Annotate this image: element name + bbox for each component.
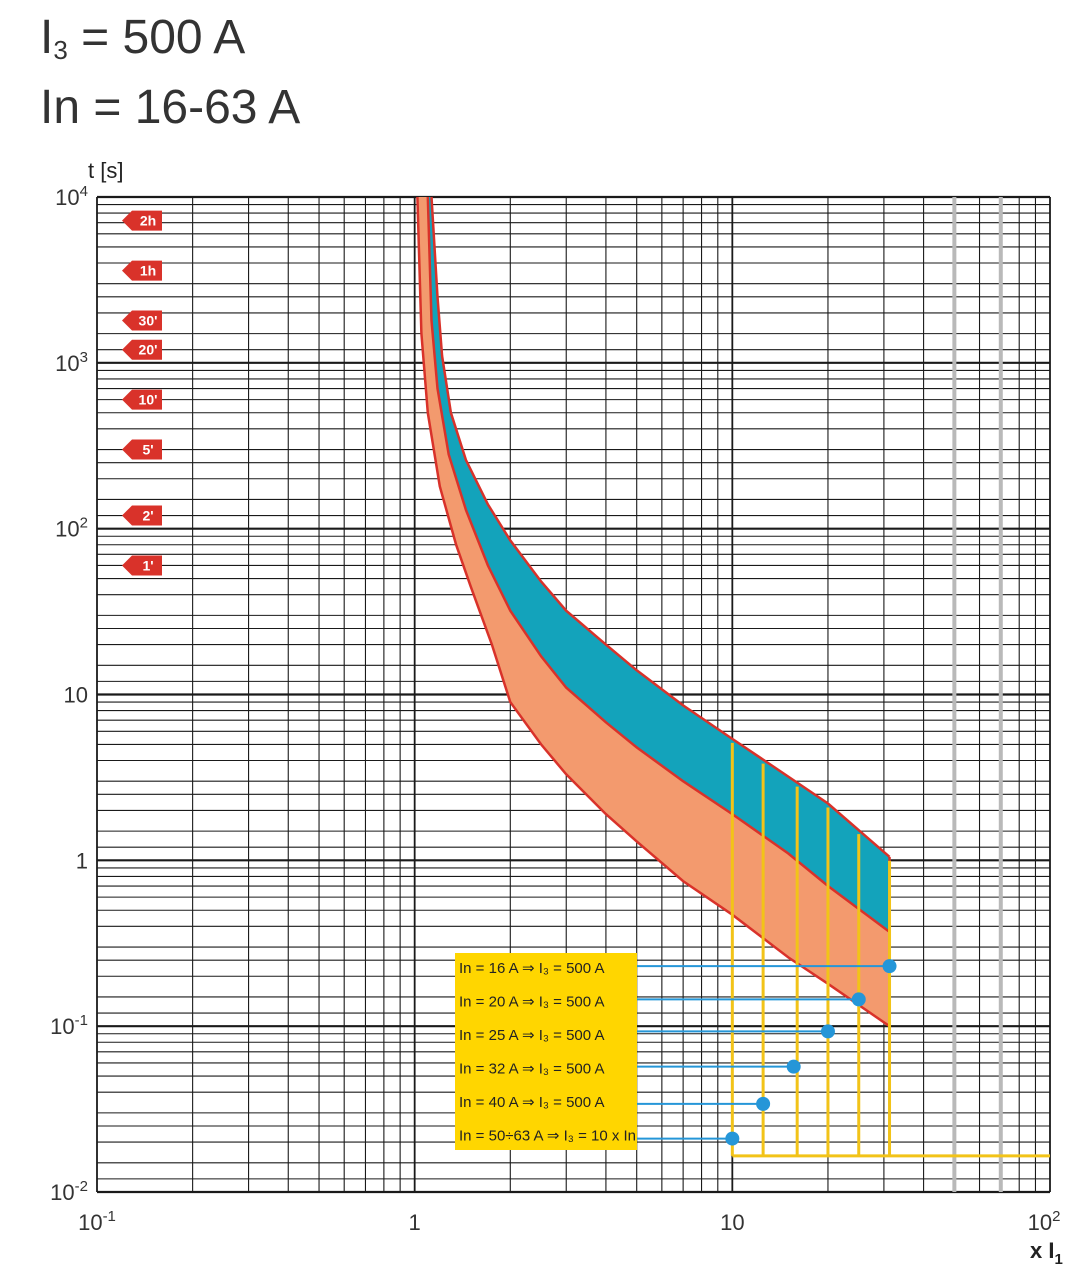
y-tick-label: 10-1 — [50, 1012, 88, 1039]
time-marker-label: 10' — [139, 392, 158, 408]
legend-marker-dot — [786, 1059, 801, 1074]
time-marker-arrow — [122, 505, 162, 526]
heading-i3-sub: 3 — [53, 35, 68, 65]
time-marker-label: 1' — [142, 557, 153, 573]
legend-marker-dot — [820, 1024, 835, 1039]
legend-label: In = 25 A ⇒ I₃ = 500 A — [459, 1027, 604, 1044]
x-tick-label: 1 — [409, 1210, 421, 1235]
legend-marker-dot — [756, 1096, 771, 1111]
y-tick-label: 10-2 — [50, 1178, 88, 1205]
y-tick-label: 102 — [55, 515, 88, 542]
time-marker-arrow — [122, 310, 162, 331]
series-line-middle-edge — [426, 196, 891, 933]
time-marker-arrow — [122, 339, 162, 360]
time-marker-label: 2h — [140, 213, 156, 229]
series-line-hot-edge — [430, 196, 891, 858]
series-line-cold-edge — [416, 196, 891, 1028]
time-marker-arrow — [122, 389, 162, 410]
yellow-lines — [730, 742, 1050, 1158]
time-marker-arrow — [122, 555, 162, 576]
band-upper-area — [427, 197, 890, 932]
time-marker-label: 1h — [140, 263, 156, 279]
legend-label: In = 40 A ⇒ I₃ = 500 A — [459, 1094, 604, 1111]
legend-label: In = 32 A ⇒ I₃ = 500 A — [459, 1061, 604, 1078]
legend-label: In = 20 A ⇒ I₃ = 500 A — [459, 994, 604, 1011]
x-tick-label: 10 — [720, 1210, 744, 1235]
time-marker-label: 30' — [139, 313, 158, 329]
y-axis-title: t [s] — [88, 158, 123, 183]
time-marker-label: 2' — [142, 508, 153, 524]
time-marker-arrow — [122, 439, 162, 460]
y-tick-label: 104 — [55, 183, 88, 210]
legend-label: In = 50÷63 A ⇒ I₃ = 10 x In — [459, 1128, 636, 1145]
heading-i3-value: = 500 A — [67, 11, 246, 64]
heading-i3-main: I — [40, 11, 54, 64]
x-axis-title-sub: 1 — [1054, 1251, 1062, 1268]
y-tick-label: 103 — [55, 349, 88, 376]
y-tick-label: 1 — [76, 848, 88, 873]
legend-marker-dot — [851, 992, 866, 1007]
reference-lines — [952, 197, 1003, 1192]
legend-label: In = 16 A ⇒ I₃ = 500 A — [459, 960, 604, 977]
time-marker-arrow — [122, 260, 162, 281]
x-axis-title: x I1 — [1030, 1238, 1063, 1268]
legend-marker-dot — [882, 959, 897, 974]
legend-box — [455, 953, 637, 1150]
time-markers: 2h 1h 30' 20' 10' 5' 2' 1' — [122, 210, 162, 576]
y-tick-label: 10 — [64, 683, 88, 708]
band-lower-area — [417, 197, 890, 1027]
heading-i3: I3 = 500 A — [40, 11, 246, 65]
heading-in-range: In = 16-63 A — [40, 81, 301, 134]
annotations: In = 16 A ⇒ I₃ = 500 A In = 20 A ⇒ I₃ = 5… — [455, 953, 897, 1150]
legend-marker-dot — [725, 1131, 740, 1146]
x-tick-label: 10-1 — [78, 1208, 116, 1235]
time-marker-arrow — [122, 210, 162, 231]
x-axis-title-main: x I — [1030, 1238, 1054, 1263]
trip-band — [416, 196, 891, 1028]
x-tick-label: 102 — [1028, 1208, 1061, 1235]
time-marker-label: 20' — [139, 342, 158, 358]
time-marker-label: 5' — [142, 442, 153, 458]
